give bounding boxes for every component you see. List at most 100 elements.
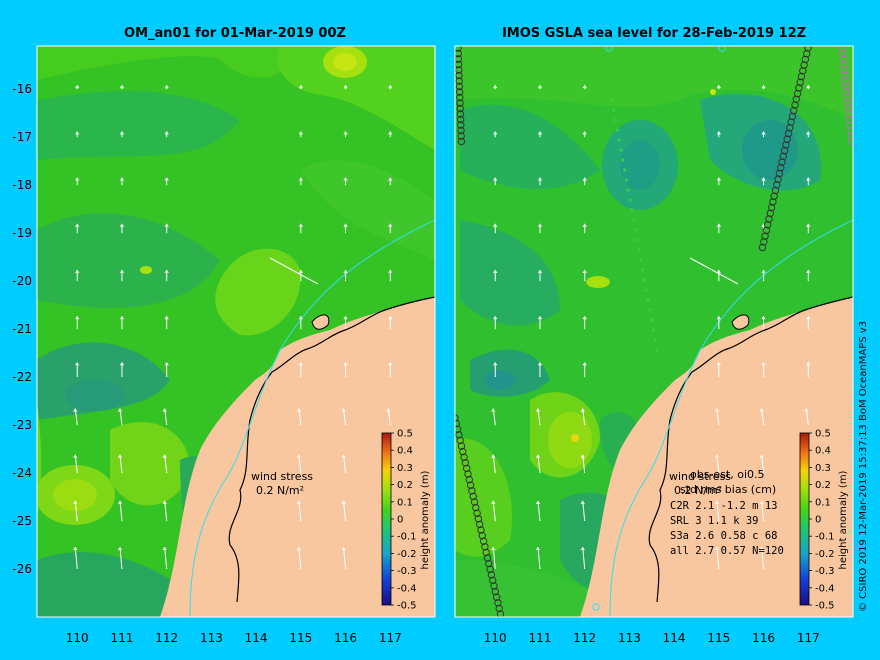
- wind-arrow-head: [582, 362, 587, 366]
- wind-arrow: [716, 500, 720, 522]
- track-obs-marker: [459, 447, 467, 456]
- wind-arrow-head: [761, 269, 766, 273]
- wind-arrow-head: [714, 408, 720, 412]
- colorbar-tick-label: 0.3: [397, 463, 413, 474]
- wind-arrow-head: [388, 269, 393, 273]
- lon-tick-label: 113: [200, 631, 223, 645]
- wind-arrow-head: [493, 131, 498, 135]
- wind-arrow-head: [759, 454, 764, 458]
- track-obs-marker: [455, 46, 462, 52]
- colorbar-tick-label: 0: [397, 515, 403, 526]
- right-map-title: IMOS GSLA sea level for 28-Feb-2019 12Z: [502, 26, 806, 41]
- track-obs-point: [637, 248, 641, 252]
- track-obs-marker: [839, 55, 847, 63]
- wind-arrow-head: [343, 177, 348, 181]
- colorbar-tick-label: 0.5: [397, 429, 413, 440]
- right-map-frame: [454, 45, 854, 618]
- stats-row-srl: SRL 3 1.1 k 39: [670, 515, 759, 527]
- wind-arrow-head: [164, 131, 169, 135]
- track-obs-point: [651, 328, 656, 332]
- track-obs-marker: [844, 104, 853, 113]
- wind-arrow-head: [164, 85, 169, 89]
- track-obs-marker: [474, 515, 483, 523]
- wind-arrow-head: [296, 454, 302, 458]
- wind-arrow-head: [341, 500, 346, 504]
- wind-arrow-head: [761, 177, 766, 181]
- lat-tick-label: -24: [12, 466, 32, 480]
- lon-tick-label: 111: [529, 631, 552, 645]
- track-obs-point: [612, 108, 616, 112]
- track-obs-point: [614, 118, 618, 122]
- wind-arrow: [74, 500, 78, 522]
- wind-arrow-head: [164, 362, 169, 366]
- wind-arrow-head: [537, 85, 543, 89]
- track-obs-marker: [491, 587, 499, 596]
- track-obs-point: [610, 98, 614, 102]
- left-colorbar-label: height anomaly (m): [420, 470, 431, 569]
- track-obs-point: [655, 348, 659, 352]
- wind-arrow: [761, 546, 765, 570]
- track-obs-marker: [845, 110, 853, 118]
- lat-tick-label: -19: [12, 226, 32, 240]
- wind-arrow-head: [119, 269, 125, 273]
- lon-tick-label: 117: [379, 631, 402, 645]
- wind-arrow-head: [296, 500, 302, 504]
- wind-arrow: [582, 546, 586, 570]
- wind-arrow-head: [716, 85, 722, 89]
- wind-arrow: [537, 454, 541, 474]
- wind-arrow-head: [341, 547, 346, 551]
- wind-arrow-head: [119, 85, 125, 89]
- wind-arrow-head: [493, 177, 498, 181]
- wind-arrow: [343, 500, 347, 522]
- wind-arrow-head: [761, 131, 766, 135]
- wind-arrow-head: [582, 269, 587, 273]
- wind-arrow-head: [714, 454, 720, 458]
- wind-arrow: [716, 546, 720, 570]
- lon-tick-label: 117: [797, 631, 820, 645]
- wind-arrow-head: [537, 177, 543, 181]
- track-obs-marker: [479, 537, 488, 545]
- wind-arrow-head: [75, 316, 80, 320]
- latitude-ticks: -16 -17 -18 -19 -20 -21 -22 -23 -24 -25 -26: [12, 82, 32, 576]
- wind-arrow-head: [117, 408, 123, 412]
- track-obs-marker: [476, 520, 484, 529]
- lat-tick-label: -25: [12, 514, 32, 528]
- wind-arrow-head: [162, 454, 167, 458]
- track-obs-marker: [841, 71, 849, 80]
- track-obs-marker: [455, 414, 459, 422]
- track-obs-point: [644, 288, 648, 292]
- track-obs-marker: [472, 503, 480, 512]
- lat-tick-label: -21: [12, 322, 32, 336]
- track-obs-point: [632, 218, 636, 222]
- wind-arrow-head: [164, 316, 169, 320]
- wind-arrow-head: [493, 223, 498, 227]
- wind-arrow-head: [806, 362, 811, 366]
- lon-tick-label: 111: [111, 631, 134, 645]
- track-obs-marker: [455, 71, 463, 80]
- wind-arrow-head: [761, 85, 766, 89]
- track-obs-marker: [470, 498, 479, 506]
- track-obs-marker: [842, 82, 850, 91]
- wind-arrow-head: [388, 131, 393, 135]
- right-section-line: [689, 257, 739, 285]
- wind-arrow-head: [388, 223, 393, 227]
- credit-text: © CSIRO 2019 12-Mar-2019 15:37:13 BoM Oc…: [858, 321, 869, 612]
- wind-arrow-head: [493, 362, 498, 366]
- track-obs-marker: [494, 599, 502, 607]
- wind-arrow-head: [580, 408, 585, 412]
- wind-arrow: [164, 546, 168, 570]
- colorbar-tick-label: 0: [815, 515, 821, 526]
- stats-row-s3a: S3a 2.6 0.58 c 68: [670, 530, 777, 542]
- wind-arrow-head: [537, 362, 543, 366]
- wind-arrow-head: [164, 177, 169, 181]
- track-obs-marker: [718, 46, 726, 52]
- wind-arrow-head: [298, 316, 304, 320]
- track-obs-marker: [478, 531, 486, 540]
- wind-arrow-head: [75, 85, 80, 89]
- colorbar-tick-label: -0.2: [815, 549, 835, 560]
- track-obs-point: [626, 188, 630, 192]
- altimeter-tracks: [455, 46, 853, 617]
- track-obs-marker: [848, 137, 853, 146]
- right-wind-label: wind stress: [669, 470, 731, 483]
- track-obs-marker: [460, 453, 468, 461]
